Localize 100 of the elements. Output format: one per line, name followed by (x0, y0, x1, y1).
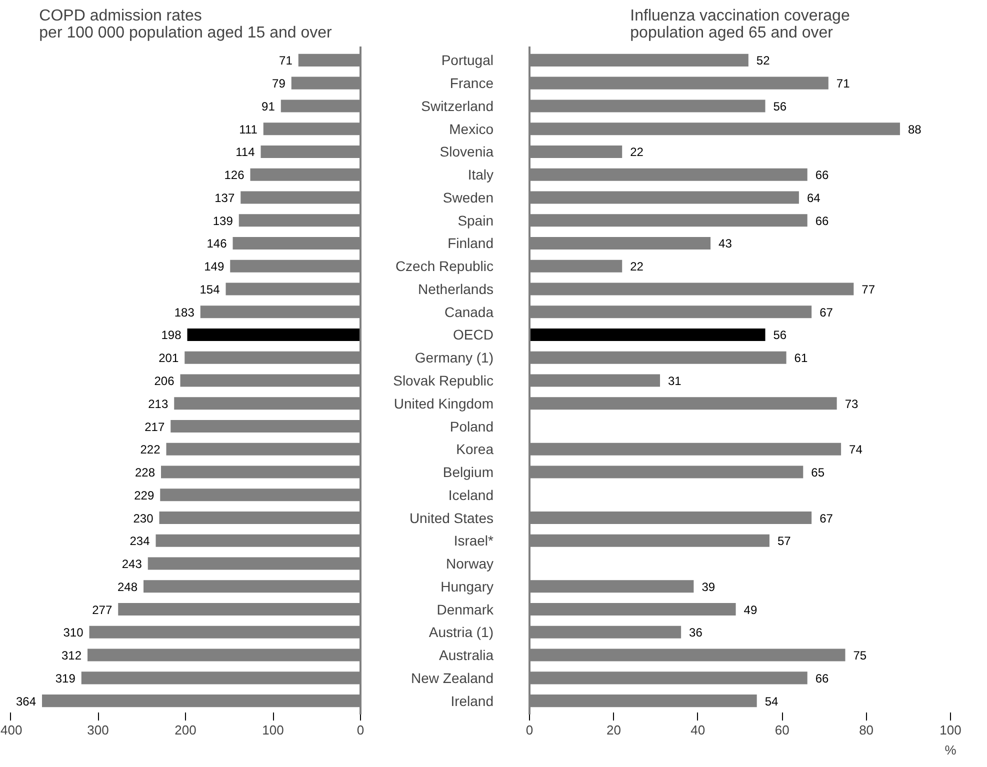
bar (530, 328, 766, 342)
y-tick-label: Belgium (442, 464, 494, 480)
data-label: 39 (702, 580, 716, 594)
data-label: 111 (239, 122, 258, 136)
y-tick-label: Ireland (450, 692, 494, 709)
y-tick-label: Iceland (448, 486, 494, 503)
x-axis-title: % (944, 742, 957, 758)
y-tick-label: Australia (439, 647, 494, 664)
data-label: 310 (63, 626, 84, 640)
data-label: 248 (117, 580, 138, 594)
data-label: 137 (214, 190, 235, 205)
data-label: 66 (815, 168, 830, 182)
data-label: 73 (844, 396, 859, 411)
data-label: 139 (212, 214, 234, 228)
bar (187, 328, 360, 342)
y-tick-label: Spain (458, 212, 494, 228)
x-tick-label: 300 (87, 722, 109, 738)
y-tick-label: Switzerland (421, 98, 494, 114)
data-label: 49 (744, 602, 758, 617)
data-label: 67 (820, 305, 834, 320)
data-label: 54 (764, 694, 779, 708)
data-label: 146 (206, 236, 228, 251)
data-label: 198 (161, 328, 182, 342)
x-tick-label: 200 (174, 722, 196, 738)
y-tick-label: Norway (446, 556, 494, 572)
data-label: 149 (204, 260, 224, 274)
data-label: 36 (689, 626, 703, 640)
data-label: 206 (154, 374, 175, 388)
data-label: 154 (200, 282, 220, 296)
data-label: 31 (668, 374, 682, 388)
data-label: 56 (773, 99, 787, 114)
x-tick-label: 100 (262, 722, 284, 738)
data-label: 277 (92, 602, 112, 617)
data-label: 64 (806, 190, 821, 205)
y-tick-label: United States (409, 510, 494, 526)
data-label: 74 (849, 442, 863, 457)
y-tick-label: Canada (444, 304, 494, 320)
data-label: 66 (815, 671, 830, 686)
data-label: 22 (630, 145, 644, 160)
y-tick-label: France (450, 75, 494, 92)
y-tick-label: Austria (1) (428, 624, 494, 640)
data-label: 56 (773, 328, 787, 342)
x-tick-label: 100 (940, 722, 962, 738)
y-tick-label: OECD (453, 326, 494, 343)
data-label: 217 (144, 420, 165, 434)
data-label: 228 (134, 466, 156, 480)
data-label: 319 (55, 671, 76, 686)
y-tick-label: Israel* (454, 532, 494, 549)
y-tick-label: Netherlands (418, 280, 494, 297)
data-label: 79 (272, 76, 286, 91)
data-label: 312 (61, 648, 82, 663)
y-tick-label: Slovenia (440, 144, 494, 160)
data-label: 234 (130, 534, 150, 548)
y-tick-label: Denmark (436, 601, 494, 618)
y-tick-label: Germany (1) (414, 350, 494, 366)
x-tick-label: 40 (690, 722, 706, 738)
x-tick-label: 80 (859, 722, 874, 738)
data-label: 126 (224, 168, 245, 182)
data-label: 183 (174, 305, 195, 320)
x-tick-label: 0 (356, 722, 364, 738)
data-label: 75 (853, 648, 867, 663)
y-tick-label: United Kingdom (394, 395, 494, 412)
y-tick-label: Hungary (440, 578, 494, 594)
data-label: 77 (862, 282, 876, 296)
data-label: 71 (836, 76, 850, 91)
y-tick-label: Slovak Republic (393, 372, 494, 388)
data-label: 229 (134, 488, 154, 502)
data-label: 114 (236, 145, 256, 160)
y-tick-label: New Zealand (411, 670, 494, 686)
x-tick-label: 400 (0, 722, 22, 738)
data-label: 61 (794, 351, 808, 366)
x-tick-label: 0 (526, 722, 534, 738)
data-label: 22 (630, 260, 644, 274)
data-label: 364 (16, 694, 36, 708)
data-label: 52 (756, 54, 770, 68)
data-label: 230 (133, 511, 154, 526)
y-tick-label: Italy (468, 166, 494, 183)
data-label: 222 (140, 442, 161, 457)
data-label: 65 (811, 466, 825, 480)
data-label: 213 (148, 396, 168, 411)
data-label: 243 (122, 557, 142, 572)
data-label: 201 (158, 351, 179, 366)
chart-title: Influenza vaccination coverage population aged 65 and over (630, 8, 850, 42)
data-label: 66 (815, 214, 830, 228)
y-tick-label: Mexico (449, 120, 494, 137)
y-tick-label: Sweden (442, 189, 494, 206)
y-tick-label: Czech Republic (395, 258, 494, 274)
y-tick-label: Portugal (441, 52, 494, 68)
y-tick-label: Finland (448, 235, 494, 252)
y-tick-label: Korea (456, 441, 494, 458)
data-label: 57 (777, 534, 792, 548)
data-label: 67 (820, 511, 834, 526)
data-label: 43 (718, 236, 732, 251)
data-label: 71 (279, 54, 293, 68)
chart-title: COPD admission rates per 100 000 population aged 15 and over (39, 8, 333, 42)
data-label: 88 (908, 122, 922, 136)
x-tick-label: 20 (606, 722, 621, 738)
data-label: 91 (262, 99, 276, 114)
y-tick-label: Poland (450, 418, 494, 434)
x-tick-label: 60 (774, 722, 790, 738)
